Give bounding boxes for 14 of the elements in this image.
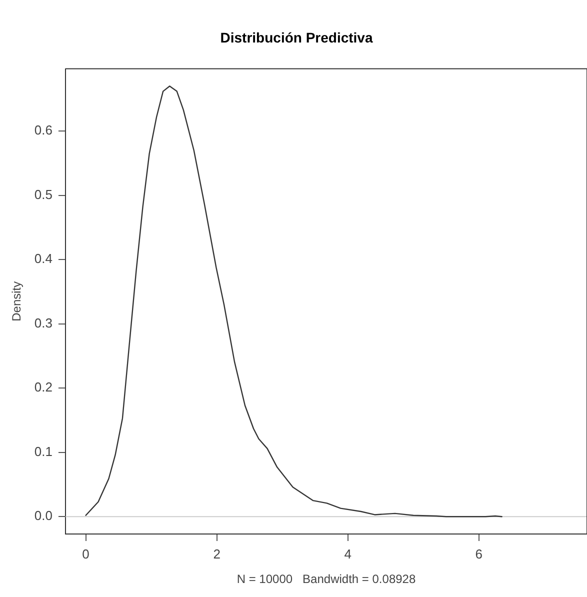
x-axis-title: N = 10000 Bandwidth = 0.08928 <box>236 572 416 586</box>
y-tick-label: 0.0 <box>34 508 52 524</box>
y-tick-label: 0.2 <box>34 380 52 395</box>
x-tick-label: 0 <box>82 546 90 562</box>
y-tick-label: 0.4 <box>34 251 52 266</box>
y-axis-title: Density <box>10 281 24 322</box>
x-tick-label: 6 <box>475 546 483 562</box>
chart-title: Distribución Predictiva <box>220 29 373 46</box>
y-tick-label: 0.5 <box>34 186 52 202</box>
x-tick-label: 2 <box>213 546 220 562</box>
x-tick-label: 4 <box>344 546 352 562</box>
y-tick-label: 0.6 <box>34 122 52 138</box>
y-tick-label: 0.3 <box>34 315 52 330</box>
y-tick-label: 0.1 <box>34 444 52 459</box>
